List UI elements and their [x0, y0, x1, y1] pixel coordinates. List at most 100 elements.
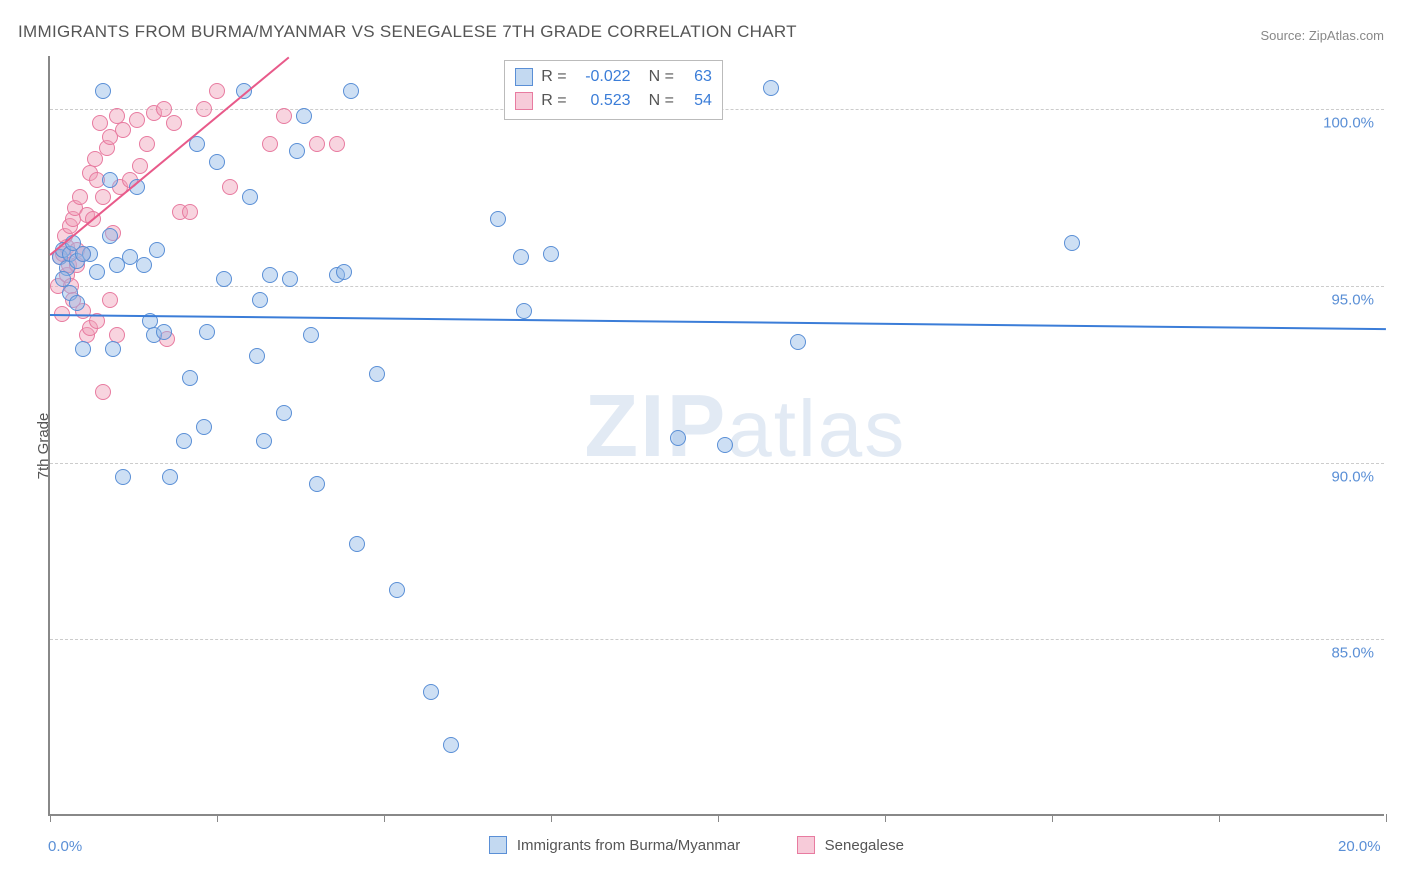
x-tick — [384, 814, 385, 822]
scatter-point-blue — [262, 267, 278, 283]
scatter-point-blue — [309, 476, 325, 492]
scatter-point-blue — [199, 324, 215, 340]
x-tick — [551, 814, 552, 822]
scatter-point-blue — [242, 189, 258, 205]
stats-row: R = 0.523 N = 54 — [515, 89, 712, 113]
stats-n-value: 54 — [682, 89, 712, 113]
scatter-point-pink — [182, 204, 198, 220]
scatter-point-blue — [115, 469, 131, 485]
scatter-point-blue — [149, 242, 165, 258]
scatter-point-blue — [122, 249, 138, 265]
scatter-point-blue — [516, 303, 532, 319]
scatter-point-pink — [139, 136, 155, 152]
y-tick-label: 90.0% — [1331, 468, 1374, 485]
stats-r-value: -0.022 — [575, 65, 631, 89]
chart-title: IMMIGRANTS FROM BURMA/MYANMAR VS SENEGAL… — [18, 22, 797, 42]
scatter-point-blue — [349, 536, 365, 552]
scatter-point-pink — [156, 101, 172, 117]
scatter-point-blue — [276, 405, 292, 421]
scatter-point-blue — [369, 366, 385, 382]
source-label: Source: ZipAtlas.com — [1260, 28, 1384, 43]
scatter-point-blue — [249, 348, 265, 364]
scatter-point-blue — [256, 433, 272, 449]
stats-r-label: R = — [541, 89, 566, 113]
scatter-point-blue — [443, 737, 459, 753]
x-tick — [217, 814, 218, 822]
scatter-point-blue — [490, 211, 506, 227]
scatter-point-blue — [303, 327, 319, 343]
scatter-point-blue — [717, 437, 733, 453]
scatter-point-blue — [156, 324, 172, 340]
scatter-point-blue — [102, 228, 118, 244]
scatter-point-blue — [252, 292, 268, 308]
stats-r-value: 0.523 — [575, 89, 631, 113]
scatter-point-blue — [176, 433, 192, 449]
scatter-point-blue — [336, 264, 352, 280]
scatter-point-pink — [329, 136, 345, 152]
plot-area: 85.0%90.0%95.0%100.0%ZIPatlasR =-0.022N … — [48, 56, 1384, 816]
bottom-legend-item: Immigrants from Burma/Myanmar — [489, 836, 740, 854]
scatter-point-pink — [95, 384, 111, 400]
scatter-point-blue — [182, 370, 198, 386]
scatter-point-pink — [95, 189, 111, 205]
legend-swatch-blue — [489, 836, 507, 854]
scatter-point-blue — [102, 172, 118, 188]
stats-legend-box: R = -0.022 N = 63 R = 0.523 N = 54 — [504, 60, 723, 120]
stats-n-label: N = — [649, 65, 674, 89]
scatter-point-pink — [132, 158, 148, 174]
scatter-point-pink — [166, 115, 182, 131]
legend-label: Senegalese — [825, 837, 904, 854]
trendline-blue — [50, 314, 1386, 330]
scatter-point-blue — [543, 246, 559, 262]
scatter-point-blue — [763, 80, 779, 96]
scatter-point-pink — [102, 292, 118, 308]
scatter-point-blue — [282, 271, 298, 287]
scatter-point-blue — [162, 469, 178, 485]
x-tick — [718, 814, 719, 822]
x-axis-max-label: 20.0% — [1338, 838, 1381, 855]
y-tick-label: 85.0% — [1331, 645, 1374, 662]
scatter-point-blue — [75, 341, 91, 357]
scatter-point-blue — [1064, 235, 1080, 251]
scatter-point-blue — [513, 249, 529, 265]
x-tick — [885, 814, 886, 822]
scatter-point-blue — [69, 295, 85, 311]
scatter-point-pink — [222, 179, 238, 195]
y-tick-label: 100.0% — [1323, 115, 1374, 132]
legend-swatch-pink — [515, 92, 533, 110]
scatter-point-pink — [92, 115, 108, 131]
scatter-point-blue — [209, 154, 225, 170]
stats-r-label: R = — [541, 65, 566, 89]
legend-label: Immigrants from Burma/Myanmar — [517, 837, 740, 854]
x-tick — [1219, 814, 1220, 822]
scatter-point-pink — [276, 108, 292, 124]
scatter-point-blue — [216, 271, 232, 287]
stats-row: R = -0.022 N = 63 — [515, 65, 712, 89]
x-tick — [1052, 814, 1053, 822]
scatter-point-pink — [129, 112, 145, 128]
legend-swatch-pink — [797, 836, 815, 854]
scatter-point-blue — [790, 334, 806, 350]
stats-n-value: 63 — [682, 65, 712, 89]
scatter-point-blue — [423, 684, 439, 700]
bottom-legend-item: Senegalese — [797, 836, 904, 854]
scatter-point-blue — [196, 419, 212, 435]
legend-swatch-blue — [515, 68, 533, 86]
gridline-h — [50, 463, 1384, 464]
scatter-point-pink — [209, 83, 225, 99]
scatter-point-blue — [670, 430, 686, 446]
stats-n-label: N = — [649, 89, 674, 113]
scatter-point-blue — [89, 264, 105, 280]
scatter-point-pink — [72, 189, 88, 205]
scatter-point-pink — [262, 136, 278, 152]
scatter-point-pink — [115, 122, 131, 138]
gridline-h — [50, 286, 1384, 287]
scatter-point-blue — [105, 341, 121, 357]
scatter-point-blue — [289, 143, 305, 159]
x-tick — [1386, 814, 1387, 822]
x-tick — [50, 814, 51, 822]
x-axis-min-label: 0.0% — [48, 838, 82, 855]
scatter-point-blue — [75, 246, 91, 262]
gridline-h — [50, 639, 1384, 640]
scatter-point-pink — [309, 136, 325, 152]
